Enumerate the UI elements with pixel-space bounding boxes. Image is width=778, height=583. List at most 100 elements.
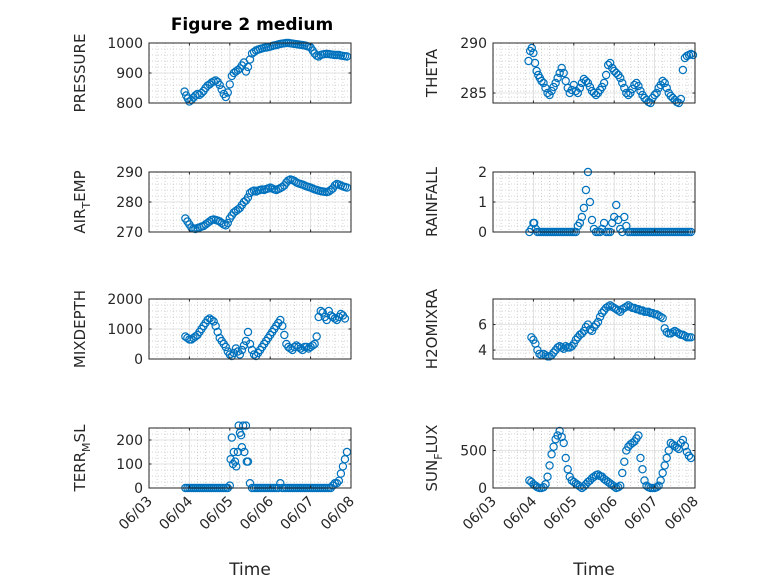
- data-point: [547, 86, 556, 96]
- data-point: [330, 181, 340, 190]
- data-point: [597, 308, 607, 318]
- data-point: [340, 314, 350, 323]
- data-point: [664, 446, 673, 455]
- data-point: [603, 302, 613, 311]
- data-point: [332, 479, 342, 488]
- data-point: [245, 339, 255, 349]
- data-point: [581, 185, 591, 195]
- y-tick-label: 285: [460, 86, 487, 102]
- data-point: [280, 330, 289, 340]
- data-point: [243, 327, 253, 337]
- data-point: [235, 350, 245, 359]
- subplot-8: 0 500 06/03 06/04 06/05 06/06 06/07 06/08 Time SU…: [423, 425, 702, 580]
- y-tick-label: 800: [116, 96, 143, 112]
- subplot-5: 0 1000 2000 MIXDEPTH: [71, 290, 352, 368]
- data-point: [599, 78, 609, 88]
- axes-box: [492, 298, 696, 360]
- data-point: [662, 83, 671, 93]
- x-tick-label: 06/08: [318, 494, 358, 534]
- data-point: [678, 435, 688, 445]
- data-point: [553, 73, 562, 83]
- y-tick-label: 290: [116, 165, 143, 181]
- y-tick-label: 2: [478, 165, 487, 181]
- data-point: [213, 327, 222, 337]
- subplot-7: 0 100 200 06/03 06/04 06/05 06/06 06/07 06/08 Tim…: [71, 421, 358, 580]
- x-axis-label: Time: [228, 560, 271, 580]
- subplot-4: 0 1 2 RAINFALL: [423, 165, 696, 241]
- y-axis-label: PRESSURE: [71, 34, 89, 113]
- data-point: [243, 457, 253, 466]
- data-point: [203, 315, 212, 325]
- chart-title: Figure 2 medium: [171, 15, 333, 35]
- x-tick-label: 06/08: [662, 494, 702, 534]
- data-point: [555, 68, 564, 78]
- y-tick-label: 270: [116, 225, 143, 241]
- data-point: [328, 481, 338, 490]
- data-point: [593, 317, 603, 327]
- y-tick-label: 4: [478, 343, 487, 359]
- y-tick-label: 2000: [107, 292, 143, 308]
- data-point: [310, 339, 319, 349]
- data-point: [618, 468, 627, 478]
- data-point: [589, 472, 599, 481]
- data-point: [227, 433, 237, 442]
- data-point: [238, 421, 248, 430]
- y-tick-label: 100: [116, 457, 143, 473]
- data-point: [249, 350, 259, 359]
- data-point: [543, 88, 552, 98]
- data-point: [626, 88, 635, 98]
- data-point: [656, 312, 665, 322]
- data-point: [605, 58, 615, 68]
- data-point: [585, 197, 595, 207]
- y-tick-label: 290: [460, 36, 487, 52]
- y-tick-label: 6: [478, 318, 487, 334]
- data-point: [634, 431, 643, 440]
- y-tick-label: 0: [478, 225, 487, 241]
- data-point: [545, 461, 554, 470]
- data-point: [577, 329, 587, 338]
- data-point: [684, 451, 694, 460]
- data-point: [563, 465, 572, 474]
- data-point: [537, 76, 546, 86]
- data-point: [553, 343, 562, 352]
- data-point: [312, 332, 321, 341]
- axes-box: [492, 427, 696, 489]
- subplot-3: 270 280 290 AIRTEMP: [71, 165, 352, 241]
- data-point: [241, 67, 251, 76]
- data-point: [575, 218, 585, 228]
- data-point: [650, 90, 659, 100]
- data-point: [225, 80, 234, 89]
- data-point: [245, 479, 255, 488]
- data-point: [601, 70, 611, 80]
- data-point: [583, 78, 593, 88]
- data-point: [245, 55, 255, 64]
- series-points: [527, 301, 696, 361]
- y-tick-label: 200: [116, 433, 143, 449]
- x-tick-label: 06/06: [581, 493, 621, 533]
- data-point: [296, 344, 305, 353]
- data-point: [226, 455, 235, 464]
- data-point: [610, 482, 619, 491]
- x-tick-label: 06/07: [278, 494, 318, 534]
- data-point: [660, 78, 669, 88]
- data-point: [575, 83, 585, 93]
- data-point: [225, 481, 234, 490]
- data-point: [215, 80, 224, 90]
- data-point: [688, 50, 698, 60]
- data-point: [316, 306, 325, 316]
- data-point: [612, 200, 621, 210]
- y-axis-label: TERRMSL: [71, 424, 93, 493]
- data-point: [237, 345, 247, 355]
- data-point: [241, 421, 251, 430]
- data-point: [547, 450, 556, 459]
- data-point: [616, 73, 625, 83]
- data-point: [620, 83, 629, 93]
- data-point: [555, 426, 564, 436]
- data-point: [324, 306, 333, 316]
- x-tick-label: 06/05: [541, 494, 581, 534]
- data-point: [573, 88, 583, 98]
- x-tick-label: 06/06: [237, 493, 277, 533]
- data-point: [561, 453, 570, 463]
- data-point: [678, 65, 688, 75]
